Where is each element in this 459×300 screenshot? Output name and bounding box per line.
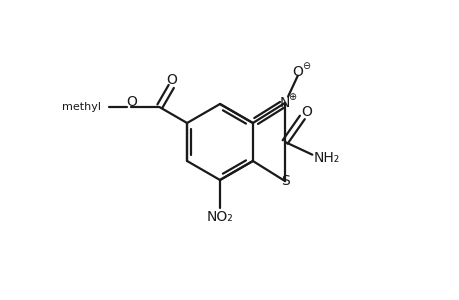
Text: NO₂: NO₂: [206, 210, 233, 224]
Text: O: O: [166, 73, 177, 87]
Text: ⊖: ⊖: [301, 61, 309, 71]
Text: methyl: methyl: [62, 102, 101, 112]
Text: O: O: [292, 65, 302, 79]
Text: O: O: [126, 95, 136, 109]
Text: O: O: [300, 105, 311, 119]
Text: S: S: [280, 174, 289, 188]
Text: N: N: [280, 96, 290, 110]
Text: NH₂: NH₂: [313, 151, 339, 165]
Text: ⊕: ⊕: [287, 92, 296, 102]
